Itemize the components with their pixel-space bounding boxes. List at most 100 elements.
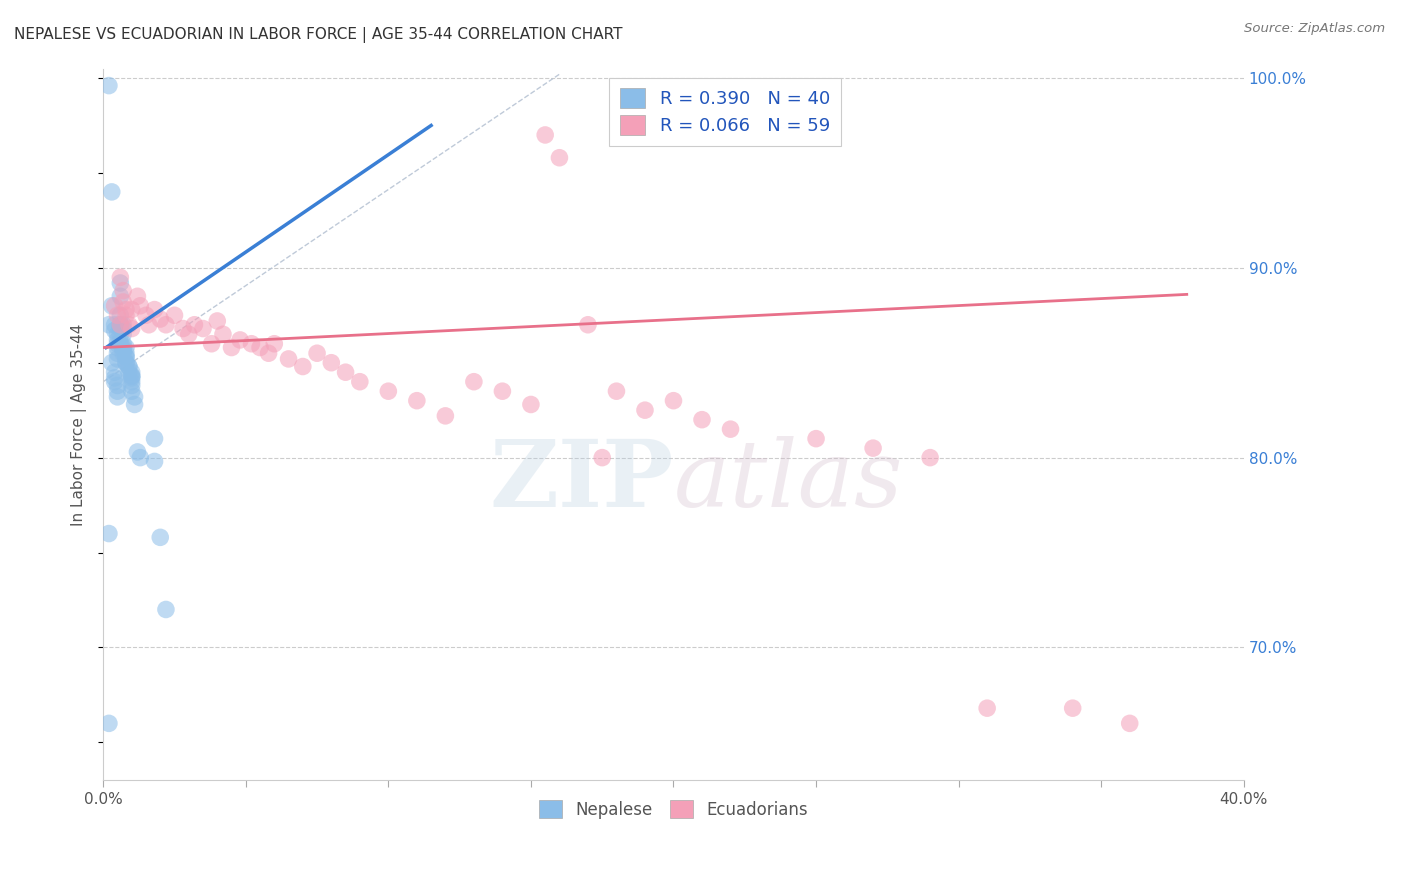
Point xyxy=(121,371,143,385)
Point xyxy=(249,341,271,355)
Point xyxy=(115,341,138,355)
Text: ZIP: ZIP xyxy=(489,436,673,526)
Point xyxy=(112,346,135,360)
Point xyxy=(240,336,263,351)
Point xyxy=(377,384,399,399)
Point xyxy=(263,336,285,351)
Point xyxy=(335,365,357,379)
Point xyxy=(115,346,138,360)
Point xyxy=(920,450,942,465)
Point xyxy=(121,375,143,389)
Point xyxy=(576,318,599,332)
Point xyxy=(112,336,135,351)
Point xyxy=(100,299,122,313)
Point xyxy=(115,302,138,317)
Point xyxy=(112,295,135,310)
Point xyxy=(115,350,138,364)
Point xyxy=(520,397,543,411)
Point xyxy=(107,341,129,355)
Point xyxy=(143,454,166,468)
Point xyxy=(976,701,998,715)
Point xyxy=(605,384,627,399)
Point xyxy=(321,356,343,370)
Point xyxy=(112,321,135,335)
Point xyxy=(491,384,513,399)
Point xyxy=(143,432,166,446)
Point xyxy=(107,308,129,322)
Point xyxy=(1119,716,1142,731)
Point xyxy=(110,270,132,285)
Point xyxy=(107,378,129,392)
Point xyxy=(291,359,314,374)
Point xyxy=(97,78,120,93)
Point xyxy=(434,409,457,423)
Point xyxy=(104,375,127,389)
Text: NEPALESE VS ECUADORIAN IN LABOR FORCE | AGE 35-44 CORRELATION CHART: NEPALESE VS ECUADORIAN IN LABOR FORCE | … xyxy=(14,27,623,43)
Point xyxy=(138,318,160,332)
Point xyxy=(349,375,371,389)
Point xyxy=(112,343,135,357)
Point xyxy=(121,302,143,317)
Point xyxy=(405,393,427,408)
Point xyxy=(110,321,132,335)
Point xyxy=(110,318,132,332)
Point xyxy=(110,318,132,332)
Point xyxy=(690,412,713,426)
Point xyxy=(191,321,214,335)
Point xyxy=(107,336,129,351)
Point xyxy=(129,450,152,465)
Point xyxy=(115,356,138,370)
Point xyxy=(104,323,127,337)
Point xyxy=(221,341,243,355)
Point xyxy=(307,346,329,360)
Point xyxy=(129,299,152,313)
Point xyxy=(100,185,122,199)
Point xyxy=(121,378,143,392)
Point xyxy=(127,445,149,459)
Point xyxy=(104,299,127,313)
Point xyxy=(534,128,557,142)
Point xyxy=(97,318,120,332)
Point xyxy=(155,602,177,616)
Point xyxy=(107,351,129,366)
Legend: Nepalese, Ecuadorians: Nepalese, Ecuadorians xyxy=(533,793,814,825)
Point xyxy=(107,390,129,404)
Point xyxy=(112,318,135,332)
Point xyxy=(277,351,299,366)
Point xyxy=(257,346,280,360)
Point xyxy=(104,318,127,332)
Point xyxy=(110,276,132,290)
Point xyxy=(183,318,205,332)
Point xyxy=(97,526,120,541)
Point xyxy=(110,318,132,332)
Point xyxy=(548,151,571,165)
Point xyxy=(229,333,252,347)
Point xyxy=(115,350,138,364)
Point xyxy=(107,327,129,342)
Point xyxy=(118,318,141,332)
Point xyxy=(212,327,235,342)
Point xyxy=(720,422,742,436)
Point xyxy=(118,359,141,374)
Point xyxy=(143,302,166,317)
Point xyxy=(107,333,129,347)
Point xyxy=(112,284,135,298)
Point xyxy=(149,312,172,326)
Point xyxy=(121,369,143,384)
Point xyxy=(107,384,129,399)
Point xyxy=(149,530,172,544)
Point xyxy=(100,356,122,370)
Point xyxy=(804,432,827,446)
Point xyxy=(107,346,129,360)
Point xyxy=(118,359,141,374)
Point xyxy=(124,397,146,411)
Point xyxy=(118,365,141,379)
Point xyxy=(1062,701,1084,715)
Point xyxy=(121,321,143,335)
Point xyxy=(463,375,485,389)
Point xyxy=(662,393,685,408)
Point xyxy=(121,365,143,379)
Point xyxy=(115,308,138,322)
Point xyxy=(207,314,229,328)
Point xyxy=(115,356,138,370)
